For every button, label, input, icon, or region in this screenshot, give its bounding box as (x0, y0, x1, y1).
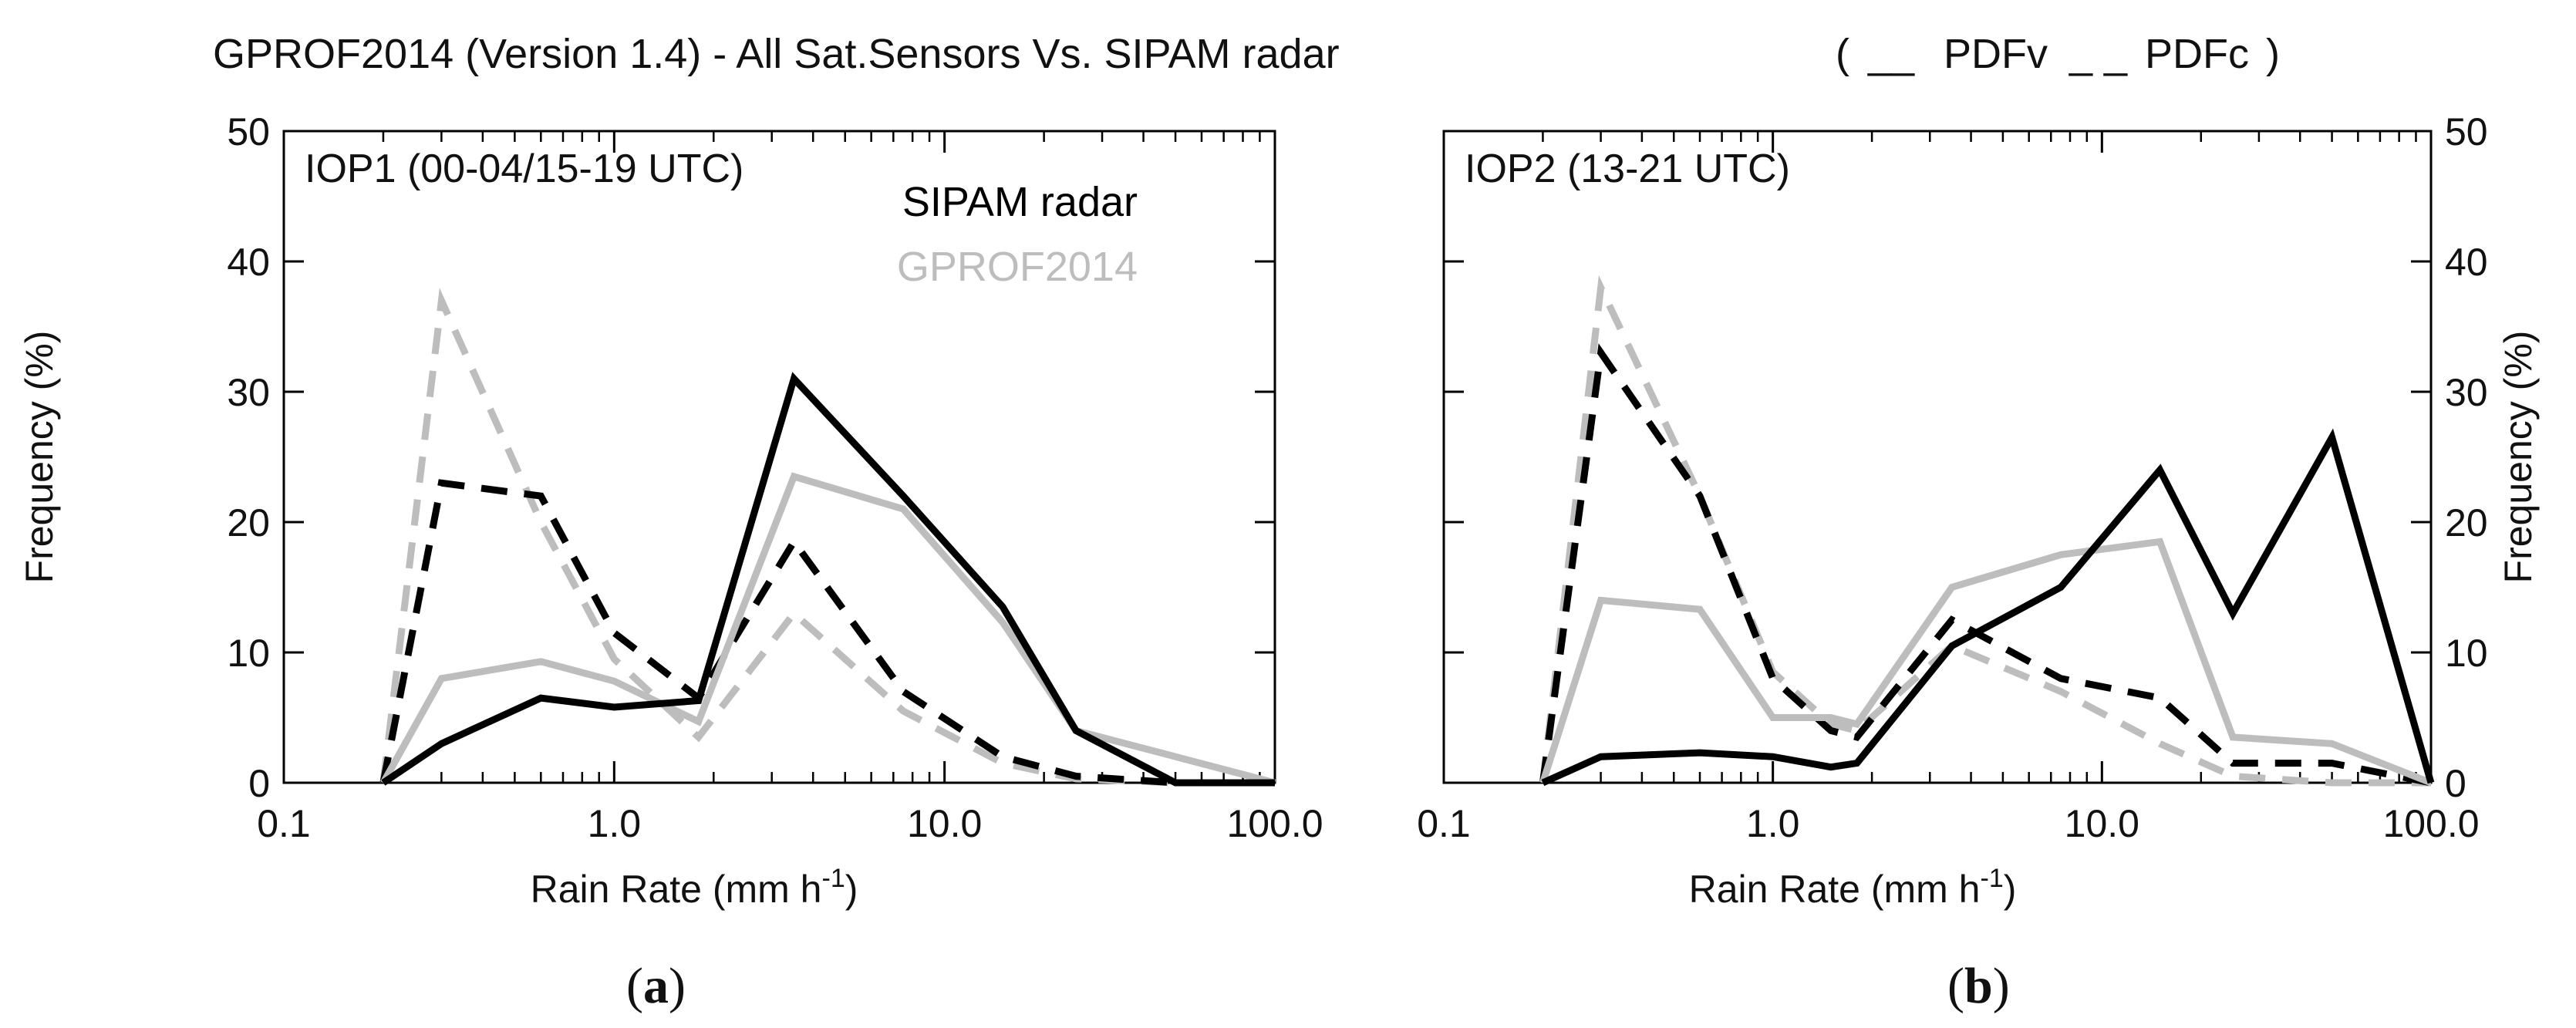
panel-caption-letter: a (643, 958, 669, 1014)
x-tick-label: 100.0 (2382, 802, 2479, 845)
figure-title: GPROF2014 (Version 1.4) - All Sat.Sensor… (213, 31, 1340, 77)
panel-label: IOP2 (13-21 UTC) (1465, 147, 1790, 191)
y-tick-label: 30 (2445, 371, 2488, 414)
y-tick-label: 0 (248, 762, 270, 805)
line-style-key-close: ) (2266, 31, 2280, 77)
x-axis-label-superscript: -1 (822, 864, 845, 893)
line-style-key: ( __ PDFv _ _ PDFc ) (1836, 31, 2280, 77)
y-axis-label: Frequency (%) (2497, 331, 2540, 584)
x-tick-label: 0.1 (257, 802, 311, 845)
x-axis-label-close: ) (845, 868, 858, 911)
y-tick-label: 50 (2445, 110, 2488, 153)
x-axis-label-close: ) (2004, 868, 2017, 911)
panel-caption-open: ( (1947, 958, 1964, 1014)
panel-caption: (a) (626, 958, 686, 1014)
legend-entry: GPROF2014 (897, 244, 1138, 290)
chart-panel-2: 0 10 20 30 40 50 0.1 1.0 10.0 100.0 Rain Rate (mm … (1417, 110, 2540, 1014)
panel-caption-close: ) (1993, 958, 2010, 1014)
panel-label: IOP1 (00-04/15-19 UTC) (305, 147, 743, 191)
line-style-key-dashed-label: PDFc (2145, 31, 2249, 77)
y-tick-label: 40 (227, 241, 270, 284)
panel-caption-letter: b (1964, 958, 1993, 1014)
x-axis-label: Rain Rate (mm h-1) (1689, 864, 2017, 911)
y-tick-label: 50 (227, 110, 270, 153)
x-tick-label: 1.0 (588, 802, 642, 845)
y-tick-label: 0 (2445, 762, 2466, 805)
series-line-gprof2014-pdfv (1539, 538, 2433, 787)
x-tick-label: 100.0 (1226, 802, 1323, 845)
x-tick-label: 10.0 (2065, 802, 2139, 845)
x-axis-label: Rain Rate (mm h-1) (531, 864, 858, 911)
y-tick-label: 10 (227, 632, 270, 675)
y-axis-label: Frequency (%) (18, 331, 61, 584)
x-tick-label: 0.1 (1417, 802, 1471, 845)
line-style-key-open: ( (1836, 31, 1849, 77)
legend-entry: SIPAM radar (902, 179, 1138, 225)
series-line-sipam-radar-pdfv (381, 372, 1275, 787)
y-tick-label: 20 (227, 501, 270, 544)
line-style-key-solid-sample: __ (1867, 31, 1915, 77)
series-line-sipam-radar-pdfc (379, 479, 1275, 787)
y-tick-label: 30 (227, 371, 270, 414)
x-tick-label: 1.0 (1746, 802, 1800, 845)
x-axis-label-main: Rain Rate (mm h (531, 868, 822, 911)
series-line-gprof2014-pdfc (1539, 275, 2431, 787)
panel-caption-open: ( (626, 958, 643, 1014)
x-axis-label-superscript: -1 (1981, 864, 2004, 893)
chart-panel-1: 0 10 20 30 40 50 0.1 1.0 10.0 100.0 Rain Rate (mm … (18, 110, 1323, 1014)
y-tick-label: 40 (2445, 241, 2488, 284)
line-style-key-dashed-sample: _ _ (2069, 31, 2128, 77)
plot-frame (1442, 130, 2433, 784)
x-axis-label-main: Rain Rate (mm h (1689, 868, 1981, 911)
series-line-sipam-radar-pdfv (1541, 428, 2435, 787)
plot-frame (282, 130, 1276, 784)
panel-caption: (b) (1947, 958, 2010, 1014)
x-tick-label: 10.0 (907, 802, 982, 845)
series-line-gprof2014-pdfv (379, 472, 1276, 787)
panel-caption-close: ) (669, 958, 686, 1014)
series-line-sipam-radar-pdfc (1539, 343, 2432, 787)
y-tick-label: 10 (2445, 632, 2488, 675)
line-style-key-solid-label: PDFv (1944, 31, 2048, 77)
y-tick-label: 20 (2445, 501, 2488, 544)
